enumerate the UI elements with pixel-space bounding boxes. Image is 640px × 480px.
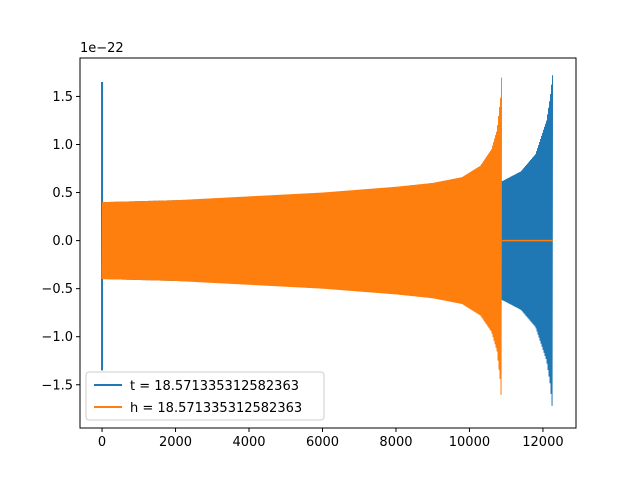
axes-layer: 0 2000 4000 6000 8000 10000 12000 −1.5 −1.0 −0.5 0… — [41, 57, 577, 450]
y-tick-label: −0.5 — [41, 282, 73, 297]
y-tick-label: −1.5 — [41, 378, 73, 393]
series-line — [101, 77, 503, 395]
x-tick-label: 12000 — [522, 435, 563, 450]
x-tick-label: 10000 — [449, 435, 490, 450]
x-tick-label: 8000 — [379, 435, 412, 450]
legend-box — [85, 371, 325, 421]
series-h — [101, 77, 553, 395]
series-layer — [101, 75, 554, 406]
legend: t = 18.571335312582363 h = 18.5713353125… — [85, 371, 325, 421]
x-tick-label: 4000 — [232, 435, 265, 450]
legend-label-t: t = 18.571335312582363 — [130, 379, 299, 394]
y-tick-label: 0.5 — [52, 186, 73, 201]
x-tick-label: 0 — [98, 435, 106, 450]
y-tick-label: 1.5 — [52, 90, 73, 105]
legend-label-h: h = 18.571335312582363 — [130, 401, 302, 416]
y-offset-label: 1e−22 — [80, 41, 124, 56]
plot-frame — [79, 57, 577, 429]
x-tick-label: 2000 — [159, 435, 192, 450]
y-tick-label: 0.0 — [52, 234, 73, 249]
y-tick-label: −1.0 — [41, 330, 73, 345]
x-tick-label: 6000 — [306, 435, 339, 450]
y-tick-label: 1.0 — [52, 138, 73, 153]
